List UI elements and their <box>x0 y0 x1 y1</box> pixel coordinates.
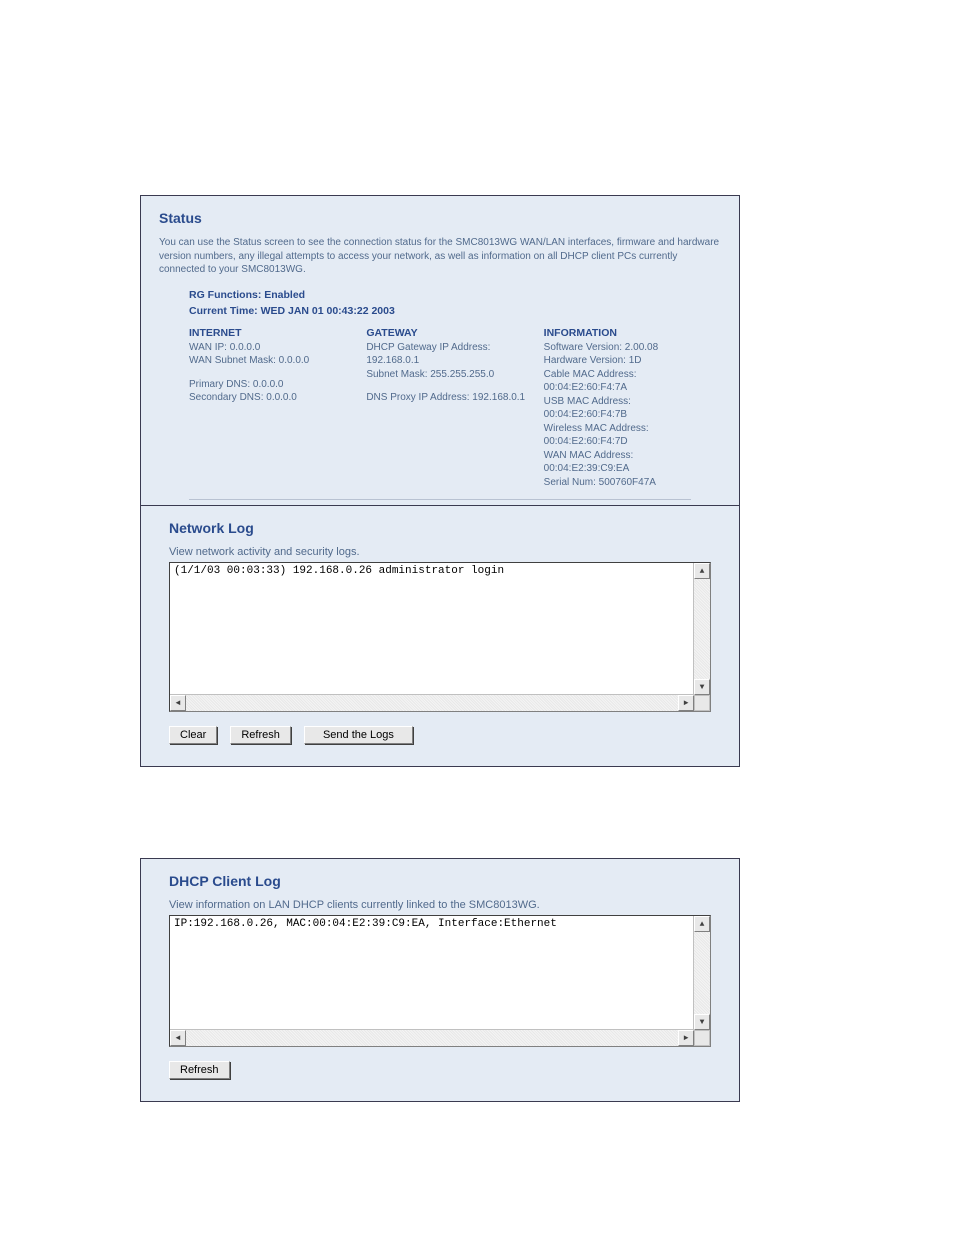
network-log-description: View network activity and security logs. <box>169 546 711 558</box>
wireless-mac: Wireless MAC Address: 00:04:E2:60:F4:7D <box>544 422 711 449</box>
dhcp-log-description: View information on LAN DHCP clients cur… <box>169 899 711 911</box>
network-log-content: (1/1/03 00:03:33) 192.168.0.26 administr… <box>170 563 710 579</box>
dhcp-gateway: DHCP Gateway IP Address: 192.168.0.1 <box>366 341 533 368</box>
dhcp-log-box[interactable]: IP:192.168.0.26, MAC:00:04:E2:39:C9:EA, … <box>169 915 711 1047</box>
scroll-down-icon[interactable]: ▼ <box>694 1014 710 1030</box>
scroll-right-icon[interactable]: ► <box>678 1030 694 1046</box>
dhcp-log-title: DHCP Client Log <box>169 873 711 889</box>
dhcp-log-panel: DHCP Client Log View information on LAN … <box>140 858 740 1102</box>
scroll-left-icon[interactable]: ◄ <box>170 695 186 711</box>
gateway-column: GATEWAY DHCP Gateway IP Address: 192.168… <box>366 327 543 490</box>
scrollbar-horizontal[interactable]: ◄ ► <box>170 1029 694 1046</box>
scrollbar-vertical[interactable]: ▲ ▼ <box>693 916 710 1030</box>
spacer <box>189 368 356 378</box>
wan-ip: WAN IP: 0.0.0.0 <box>189 341 356 355</box>
usb-mac: USB MAC Address: 00:04:E2:60:F4:7B <box>544 395 711 422</box>
send-logs-button[interactable]: Send the Logs <box>304 726 413 744</box>
refresh-button[interactable]: Refresh <box>169 1061 230 1079</box>
scroll-corner <box>694 1030 710 1046</box>
divider <box>189 499 691 500</box>
gateway-subnet: Subnet Mask: 255.255.255.0 <box>366 368 533 382</box>
refresh-button[interactable]: Refresh <box>230 726 291 744</box>
scroll-left-icon[interactable]: ◄ <box>170 1030 186 1046</box>
network-log-panel: Network Log View network activity and se… <box>140 505 740 767</box>
internet-heading: INTERNET <box>189 327 356 339</box>
network-log-title: Network Log <box>169 520 711 536</box>
serial-num: Serial Num: 500760F47A <box>544 476 711 490</box>
network-log-box[interactable]: (1/1/03 00:03:33) 192.168.0.26 administr… <box>169 562 711 712</box>
primary-dns: Primary DNS: 0.0.0.0 <box>189 378 356 392</box>
clear-button[interactable]: Clear <box>169 726 217 744</box>
hardware-version: Hardware Version: 1D <box>544 354 711 368</box>
wan-mac: WAN MAC Address: 00:04:E2:39:C9:EA <box>544 449 711 476</box>
scrollbar-horizontal[interactable]: ◄ ► <box>170 694 694 711</box>
current-time: Current Time: WED JAN 01 00:43:22 2003 <box>189 305 721 317</box>
cable-mac: Cable MAC Address: 00:04:E2:60:F4:7A <box>544 368 711 395</box>
scroll-down-icon[interactable]: ▼ <box>694 679 710 695</box>
internet-column: INTERNET WAN IP: 0.0.0.0 WAN Subnet Mask… <box>189 327 366 490</box>
scroll-right-icon[interactable]: ► <box>678 695 694 711</box>
status-title: Status <box>159 210 721 226</box>
scroll-corner <box>694 695 710 711</box>
rg-functions: RG Functions: Enabled <box>189 289 721 301</box>
status-description: You can use the Status screen to see the… <box>159 236 721 277</box>
scroll-up-icon[interactable]: ▲ <box>694 916 710 932</box>
information-column: INFORMATION Software Version: 2.00.08 Ha… <box>544 327 721 490</box>
software-version: Software Version: 2.00.08 <box>544 341 711 355</box>
secondary-dns: Secondary DNS: 0.0.0.0 <box>189 391 356 405</box>
scrollbar-vertical[interactable]: ▲ ▼ <box>693 563 710 695</box>
gateway-heading: GATEWAY <box>366 327 533 339</box>
wan-subnet-mask: WAN Subnet Mask: 0.0.0.0 <box>189 354 356 368</box>
status-panel: Status You can use the Status screen to … <box>140 195 740 519</box>
dhcp-log-content: IP:192.168.0.26, MAC:00:04:E2:39:C9:EA, … <box>170 916 710 932</box>
information-heading: INFORMATION <box>544 327 711 339</box>
dns-proxy: DNS Proxy IP Address: 192.168.0.1 <box>366 391 533 405</box>
spacer <box>366 381 533 391</box>
scroll-up-icon[interactable]: ▲ <box>694 563 710 579</box>
